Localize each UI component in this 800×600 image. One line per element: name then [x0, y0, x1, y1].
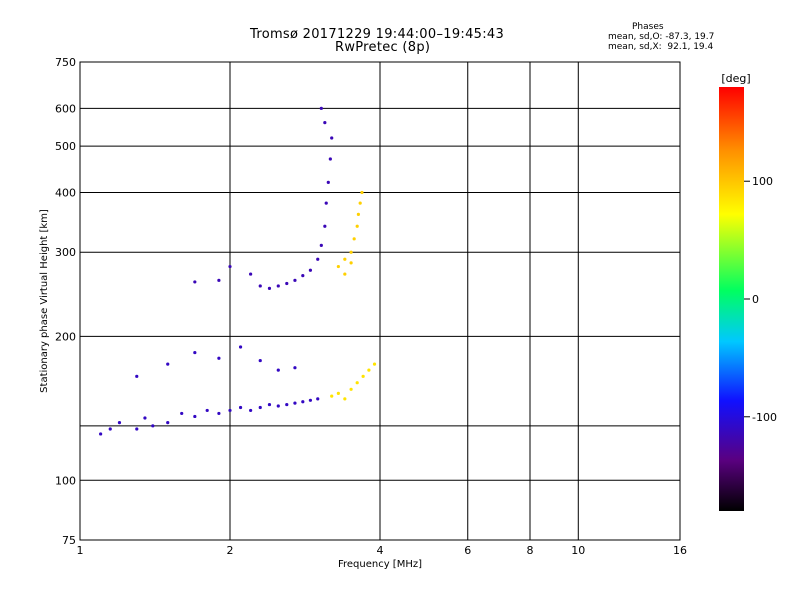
data-point: [276, 404, 280, 408]
y-tick-label: 750: [55, 56, 76, 69]
data-point: [328, 157, 332, 161]
y-tick-label: 300: [55, 246, 76, 259]
data-point: [258, 358, 262, 363]
data-point: [324, 201, 328, 205]
data-point: [326, 180, 330, 184]
phase-o-stats: mean, sd,O: -87.3, 19.7: [608, 32, 715, 42]
x-tick-label: 2: [227, 544, 234, 557]
data-point: [180, 411, 184, 416]
data-point: [135, 427, 139, 431]
colorbar-tick-label: 100: [752, 175, 773, 188]
chart-subtitle: RwPretec (8p): [335, 40, 431, 55]
y-tick-label: 100: [55, 474, 76, 487]
data-point: [99, 432, 103, 436]
x-axis-label: Frequency [MHz]: [338, 559, 422, 570]
data-point: [355, 381, 359, 385]
x-tick-label: 4: [377, 544, 384, 557]
data-point: [117, 421, 122, 425]
data-point: [238, 405, 243, 410]
data-point: [308, 268, 313, 272]
data-point: [330, 136, 334, 140]
data-point: [308, 398, 313, 402]
data-point: [217, 411, 221, 416]
y-axis-label: Stationary phase Virtual Height [km]: [39, 209, 50, 393]
data-point: [143, 416, 147, 420]
data-point: [367, 368, 371, 372]
data-point: [336, 264, 340, 269]
colorbar-unit-label: [deg]: [721, 72, 750, 85]
data-point: [217, 278, 221, 282]
colorbar-tick-label: -100: [752, 411, 777, 424]
data-point: [293, 401, 297, 405]
y-tick-label: 400: [55, 186, 76, 199]
data-point: [238, 345, 243, 349]
data-point: [343, 272, 347, 276]
data-point: [352, 237, 356, 241]
data-point: [193, 280, 197, 284]
x-tick-label: 8: [527, 544, 534, 557]
data-point: [276, 284, 280, 288]
data-point: [355, 224, 359, 228]
chart-title: Tromsø 20171229 19:44:00–19:45:43: [250, 27, 505, 42]
data-point: [258, 284, 262, 288]
data-point: [108, 427, 112, 431]
data-point: [205, 408, 209, 413]
phase-x-stats: mean, sd,X: 92.1, 19.4: [608, 42, 714, 52]
data-point: [217, 356, 221, 360]
data-point: [349, 250, 353, 254]
data-point: [249, 408, 253, 413]
data-point: [360, 190, 364, 195]
data-point: [323, 121, 327, 125]
data-point: [293, 278, 297, 282]
phases-title: Phases: [632, 22, 664, 32]
data-point: [343, 257, 347, 261]
data-point: [166, 421, 170, 425]
x-tick-label: 10: [571, 544, 585, 557]
data-point: [301, 400, 305, 404]
data-point: [361, 374, 365, 378]
data-point: [285, 281, 289, 286]
y-tick-label: 75: [62, 534, 76, 547]
data-point: [193, 350, 197, 355]
data-point: [267, 402, 272, 407]
data-point: [319, 243, 323, 248]
y-tick-label: 600: [55, 102, 76, 115]
data-point: [285, 402, 289, 407]
x-tick-label: 16: [673, 544, 687, 557]
data-point: [358, 201, 362, 205]
data-point: [151, 424, 155, 428]
y-tick-label: 500: [55, 140, 76, 153]
data-point: [356, 212, 360, 216]
data-point: [228, 408, 232, 413]
data-point: [228, 264, 232, 269]
data-point: [336, 391, 340, 395]
data-point: [316, 257, 320, 261]
data-point: [135, 374, 139, 378]
data-point: [249, 272, 253, 276]
data-point: [330, 394, 334, 398]
colorbar: [719, 87, 744, 511]
data-point: [276, 368, 280, 372]
data-point: [349, 387, 353, 391]
data-point: [267, 286, 272, 291]
data-point: [319, 106, 323, 110]
data-point: [166, 362, 170, 366]
data-point: [293, 366, 297, 370]
plot-frame: [79, 61, 681, 541]
data-point: [301, 274, 305, 278]
colorbar-tick-label: 0: [752, 293, 759, 306]
x-tick-label: 1: [77, 544, 84, 557]
data-point: [258, 405, 262, 410]
y-tick-label: 200: [55, 330, 76, 343]
data-point: [323, 224, 327, 228]
data-point: [343, 397, 347, 401]
data-point: [193, 414, 197, 419]
x-tick-label: 6: [464, 544, 471, 557]
data-point: [349, 261, 353, 265]
data-point: [316, 397, 320, 401]
data-point: [372, 362, 377, 366]
